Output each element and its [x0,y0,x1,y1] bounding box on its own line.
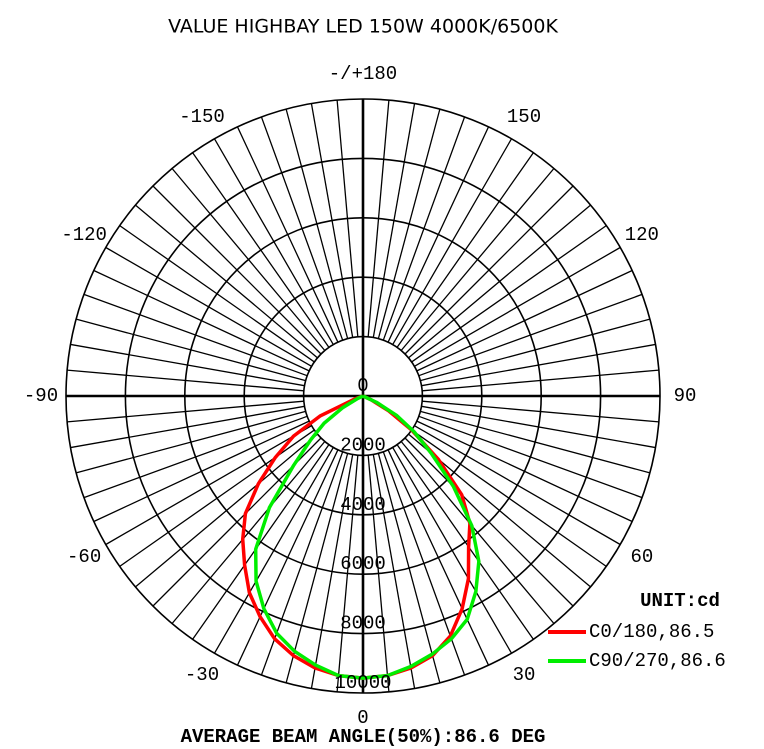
ring-label: 4000 [340,494,386,516]
footer: AVERAGE BEAM ANGLE(50%):86.6 DEG [181,726,546,748]
legend-label: C0/180,86.5 [589,621,714,643]
unit-label: UNIT:cd [640,590,720,612]
angle-label: 150 [507,106,541,128]
angle-label: 60 [630,546,653,568]
intensity-curve [253,394,481,680]
angle-label: 90 [674,385,697,407]
ring-label: 0 [357,375,368,397]
angle-label: 30 [513,664,536,686]
legend-label: C90/270,86.6 [589,650,726,672]
angle-label: -120 [61,224,107,246]
angle-label: -60 [67,546,101,568]
ring-label: 10000 [334,672,391,694]
angle-label: 120 [625,224,659,246]
angle-label: 0 [357,707,368,729]
ring-label: 6000 [340,553,386,575]
ring-label: 8000 [340,613,386,635]
angle-label: -/+180 [329,63,397,85]
chart-title: VALUE HIGHBAY LED 150W 4000K/6500K [168,16,558,38]
angle-label: -150 [179,106,225,128]
angle-label: -30 [185,664,219,686]
angle-label: -90 [24,385,58,407]
ring-label: 2000 [340,434,386,456]
